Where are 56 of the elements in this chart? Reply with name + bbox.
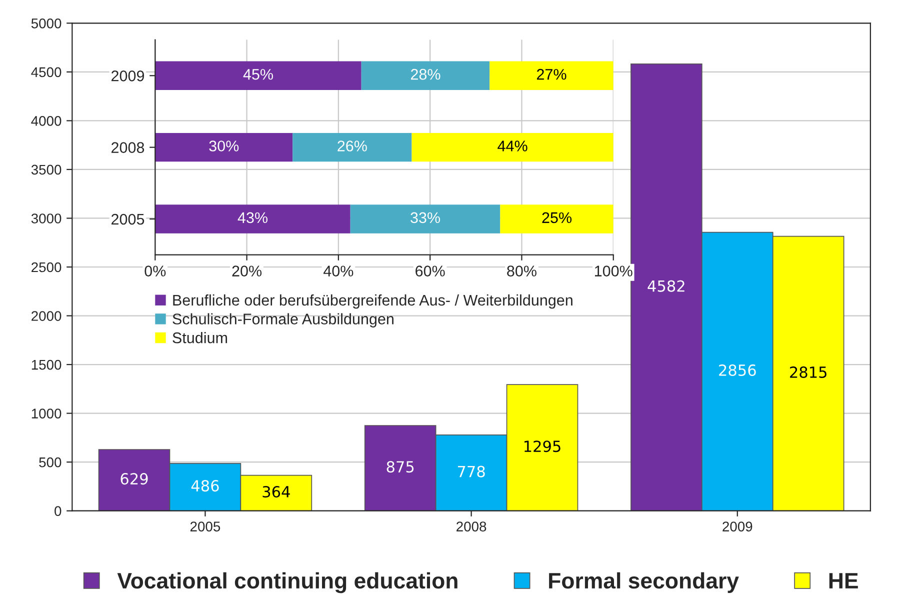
data-label: 33% — [410, 212, 440, 224]
y-tick-label: 500 — [39, 457, 62, 468]
y-tick-label: 0 — [54, 506, 62, 516]
data-label: 4582 — [648, 280, 684, 292]
data-label: 44% — [498, 140, 528, 152]
data-label: 875 — [386, 461, 414, 473]
data-label: 778 — [458, 466, 485, 478]
data-label: 30% — [209, 140, 239, 152]
y-tick-label: 1000 — [32, 408, 62, 418]
legend-label: Berufliche oder berufsübergreifende Aus- / Weiterbildungen — [173, 294, 572, 309]
legend-label: Formal secondary — [549, 572, 739, 594]
bar — [155, 61, 362, 90]
x-tick-label: 100% — [594, 266, 632, 276]
legend-label: HE — [829, 573, 858, 588]
bar — [490, 61, 614, 90]
x-tick-label: 40% — [323, 266, 354, 276]
data-label: 486 — [191, 480, 219, 492]
legend-label: Studium — [172, 332, 227, 344]
y-tick-label: 4000 — [31, 116, 62, 126]
x-tick-label: 2009 — [722, 522, 752, 532]
x-tick-label: 0% — [144, 266, 166, 276]
data-label: 26% — [338, 140, 367, 152]
bar — [155, 204, 350, 234]
bar — [350, 204, 500, 234]
bar — [500, 204, 614, 234]
y-tick-label: 3000 — [31, 214, 62, 224]
data-label: 1295 — [524, 440, 560, 452]
data-label: 2815 — [790, 366, 826, 378]
bar — [292, 132, 412, 162]
x-tick-label: 20% — [232, 266, 262, 276]
data-label: 27% — [536, 68, 566, 80]
data-label: 28% — [410, 68, 440, 80]
y-tick-label: 1500 — [32, 360, 62, 370]
data-label: 25% — [542, 212, 572, 224]
legend-label: Schulisch-Formale Ausbildungen — [172, 313, 394, 328]
data-label: 629 — [120, 473, 148, 485]
y-tick-label: 2000 — [32, 311, 62, 321]
data-label: 2856 — [719, 364, 756, 376]
y-tick-label: 3500 — [31, 164, 62, 175]
x-tick-label: 2005 — [190, 522, 220, 532]
bar — [412, 132, 614, 162]
legend-label: Vocational continuing education — [117, 572, 458, 594]
y-tick-label: 5000 — [31, 18, 62, 28]
y-tick-label: 2005 — [112, 214, 144, 225]
y-tick-label: 2500 — [32, 262, 62, 272]
x-tick-label: 60% — [416, 266, 445, 276]
data-label: 45% — [243, 68, 273, 80]
data-label: 43% — [238, 212, 268, 224]
x-tick-label: 2008 — [456, 522, 486, 532]
y-tick-label: 2009 — [112, 70, 144, 82]
bar — [155, 132, 293, 162]
data-label: 364 — [262, 486, 290, 498]
y-tick-label: 2008 — [112, 142, 144, 153]
y-tick-label: 4500 — [31, 67, 62, 78]
bar — [361, 61, 490, 90]
x-tick-label: 80% — [507, 266, 536, 276]
